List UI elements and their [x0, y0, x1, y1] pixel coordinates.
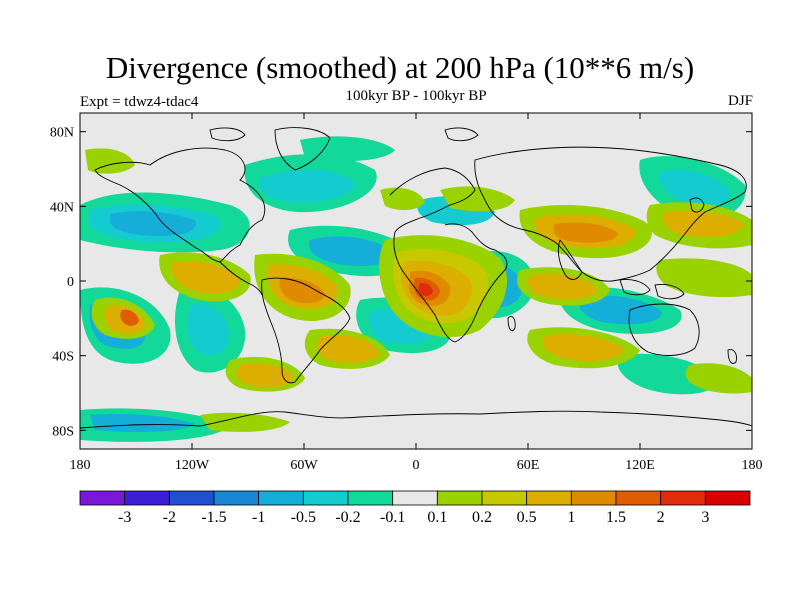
coastline	[619, 279, 651, 296]
divergence-contour	[258, 169, 355, 203]
colorbar-label: 1.5	[606, 509, 626, 526]
colorbar-swatch	[436, 490, 483, 506]
colorbar-swatch	[704, 490, 751, 506]
divergence-contour	[656, 258, 752, 298]
divergence-contour	[236, 363, 295, 388]
lat-tick-label: 40N	[50, 200, 74, 215]
lon-tick-label: 60E	[517, 458, 540, 473]
coastline	[557, 239, 583, 280]
divergence-contour	[300, 136, 395, 162]
colorbar-swatch	[615, 490, 662, 506]
divergence-contour	[662, 210, 745, 238]
coastline	[444, 127, 479, 142]
colorbar-swatch	[660, 490, 706, 506]
lon-tick-label: 180	[742, 458, 763, 473]
lat-tick-label: 40S	[52, 350, 74, 365]
colorbar-label: 1	[567, 509, 575, 526]
coastline	[507, 316, 516, 332]
colorbar-swatch	[124, 490, 170, 506]
coastline	[209, 127, 246, 142]
season-label: DJF	[727, 93, 753, 109]
lat-tick-label: 80S	[52, 424, 74, 439]
divergence-contour	[440, 186, 515, 212]
divergence-contour	[110, 211, 196, 236]
divergence-contour	[90, 414, 195, 432]
divergence-contour	[659, 169, 731, 209]
longitude-axis: 180 120W 60W 0 60E 120E 180	[70, 113, 763, 473]
coastline	[389, 167, 508, 343]
divergence-contour	[85, 148, 135, 174]
coastline	[654, 284, 685, 300]
divergence-contour	[279, 277, 325, 304]
lon-tick-label: 120W	[175, 458, 210, 473]
divergence-contour	[418, 282, 433, 296]
colorbar-label: 3	[701, 509, 709, 526]
divergence-contour	[579, 295, 662, 325]
divergence-contour	[200, 412, 290, 432]
divergence-contour	[171, 260, 240, 294]
coastline	[80, 410, 752, 429]
experiment-label: Expt = tdwz4-tdac4	[80, 94, 199, 110]
colorbar-swatch	[392, 490, 438, 506]
coastline	[689, 197, 705, 213]
colorbar-label: -3	[118, 509, 131, 526]
colorbar-label: -0.1	[380, 509, 405, 526]
coastline	[219, 261, 263, 296]
map-panel: 80N 40N 0 40S 80S 180 120W 60W 0 60E 120E 180	[50, 112, 763, 473]
lon-tick-label: 60W	[290, 458, 318, 473]
coastline	[94, 147, 266, 263]
colorbar-swatch	[302, 490, 349, 506]
colorbar-swatch	[570, 490, 617, 506]
lat-tick-label: 80N	[50, 126, 74, 141]
coastline	[474, 146, 747, 282]
divergence-contour	[553, 222, 618, 243]
divergence-contour	[317, 334, 380, 363]
colorbar-label: 0.1	[427, 509, 447, 526]
coastline	[628, 303, 700, 356]
colorbar-label: 0.2	[472, 509, 492, 526]
coastline	[727, 349, 737, 364]
coastline	[261, 277, 351, 384]
colorbar-label: 0.5	[517, 509, 537, 526]
lon-tick-label: 0	[413, 458, 420, 473]
divergence-contour	[309, 236, 395, 266]
latitude-axis: 80N 40N 0 40S 80S	[50, 126, 752, 439]
divergence-contour	[120, 309, 139, 326]
divergence-contour	[187, 304, 230, 356]
lon-tick-label: 180	[70, 458, 91, 473]
colorbar-label: -1	[252, 509, 265, 526]
colorbar-swatch	[347, 490, 394, 506]
colorbar-swatch	[168, 490, 215, 506]
colorbar-swatch	[79, 490, 126, 506]
colorbar-label: 2	[657, 509, 665, 526]
divergence-field	[80, 136, 752, 442]
colorbar-swatch	[526, 490, 572, 506]
coastlines	[80, 127, 752, 429]
chart-title: Divergence (smoothed) at 200 hPa (10**6 …	[105, 50, 695, 85]
colorbar-swatch	[258, 490, 304, 506]
divergence-contour	[542, 333, 625, 362]
divergence-contour	[685, 363, 752, 394]
colorbar-label: -2	[163, 509, 176, 526]
colorbar: -3 -2 -1.5 -1 -0.5 -0.2 -0.1 0.1 0.2 0.5 1 1.5 2 3	[79, 490, 751, 526]
divergence-contour	[528, 273, 598, 300]
colorbar-label: -0.2	[335, 509, 360, 526]
lon-tick-label: 120E	[625, 458, 655, 473]
colorbar-swatch	[481, 490, 528, 506]
colorbar-label: -1.5	[201, 509, 226, 526]
chart-subtitle: 100kyr BP - 100kyr BP	[345, 88, 487, 104]
colorbar-label: -0.5	[291, 509, 316, 526]
colorbar-swatch	[213, 490, 260, 506]
lat-tick-label: 0	[67, 275, 74, 290]
coastline	[274, 127, 331, 171]
